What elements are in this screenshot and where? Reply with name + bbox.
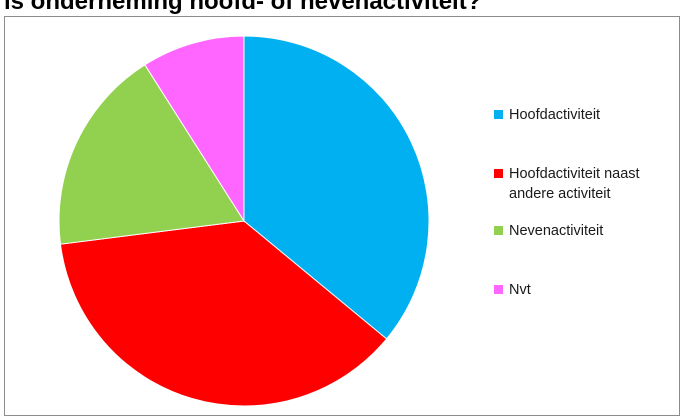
legend-label: Hoofdactiviteit naast andere activiteit bbox=[509, 166, 640, 202]
pie-slice-hoofdactiviteit-naast-andere-activiteit bbox=[59, 220, 388, 407]
legend-label: Hoofdactiviteit bbox=[509, 107, 601, 123]
legend-swatch-hoofdactiviteit bbox=[494, 110, 503, 119]
legend-item-hoofdactiviteit: Hoofdactiviteit bbox=[494, 105, 600, 125]
pie-slice-hoofdactiviteit bbox=[243, 35, 430, 340]
legend-swatch-nvt bbox=[494, 285, 503, 294]
pie-slice-nevenactiviteit bbox=[58, 64, 245, 245]
legend-label: Nvt bbox=[509, 282, 531, 298]
legend-label: Nevenactiviteit bbox=[509, 223, 604, 239]
legend-item-nevenactiviteit: Nevenactiviteit bbox=[494, 221, 603, 241]
legend-swatch-hoofdactiviteit-naast bbox=[494, 169, 503, 178]
legend: Hoofdactiviteit Hoofdactiviteit naast an… bbox=[494, 0, 684, 412]
legend-item-hoofdactiviteit-naast: Hoofdactiviteit naast andere activiteit bbox=[494, 164, 684, 204]
legend-item-nvt: Nvt bbox=[494, 280, 531, 300]
pie-slice-nvt bbox=[144, 35, 245, 223]
chart-title: is onderneming hoofd- of nevenactiviteit… bbox=[4, 0, 482, 15]
legend-swatch-nevenactiviteit bbox=[494, 226, 503, 235]
